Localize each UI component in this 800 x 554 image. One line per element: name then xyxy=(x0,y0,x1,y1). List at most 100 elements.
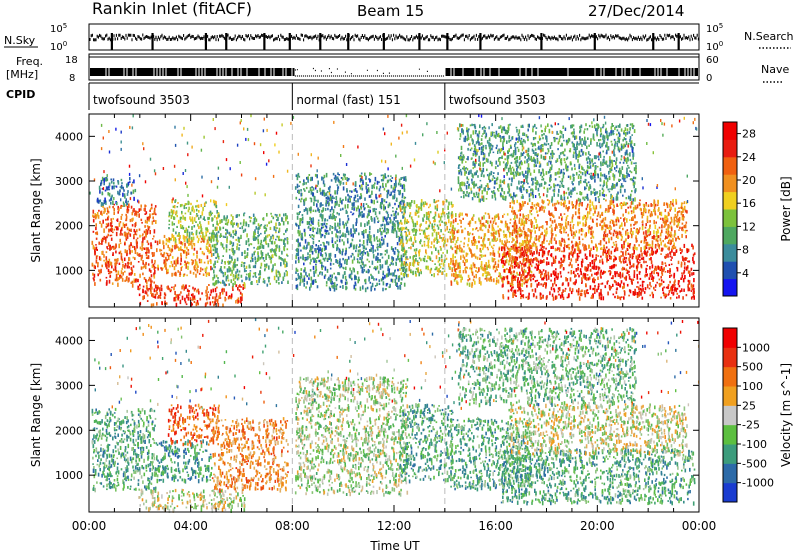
radar-cell xyxy=(487,264,490,268)
radar-cell xyxy=(673,281,676,286)
radar-cell xyxy=(384,249,387,253)
radar-cell xyxy=(671,202,674,206)
radar-cell xyxy=(439,216,442,221)
radar-cell xyxy=(622,227,624,231)
radar-cell xyxy=(616,216,618,221)
radar-cell xyxy=(453,264,456,268)
radar-cell xyxy=(515,222,517,226)
radar-cell xyxy=(205,266,208,270)
radar-cell xyxy=(418,261,420,264)
radar-cell xyxy=(403,266,406,270)
radar-cell xyxy=(241,279,243,283)
radar-cell xyxy=(139,246,142,250)
radar-cell xyxy=(141,234,144,237)
radar-cell xyxy=(219,227,222,231)
radar-cell xyxy=(667,293,670,295)
radar-cell xyxy=(103,182,105,186)
radar-cell xyxy=(341,200,343,205)
radar-cell xyxy=(401,211,403,214)
radar-cell xyxy=(443,200,445,205)
radar-cell xyxy=(503,244,506,249)
radar-cell xyxy=(138,287,140,291)
radar-cell xyxy=(687,270,690,274)
radar-cell xyxy=(277,276,280,281)
radar-cell xyxy=(236,246,238,251)
radar-cell xyxy=(113,203,115,206)
radar-cell xyxy=(490,245,493,248)
radar-cell xyxy=(394,269,396,272)
radar-cell xyxy=(353,256,356,261)
radar-cell xyxy=(168,255,170,257)
radar-cell xyxy=(446,238,449,243)
radar-cell xyxy=(254,256,256,261)
radar-cell xyxy=(168,247,171,252)
radar-cell xyxy=(300,192,302,197)
radar-cell xyxy=(673,234,676,238)
radar-cell xyxy=(208,272,210,277)
radar-cell xyxy=(343,267,345,270)
radar-cell xyxy=(232,261,235,266)
radar-cell xyxy=(576,253,579,258)
radar-cell xyxy=(514,219,517,223)
radar-cell xyxy=(538,239,540,243)
radar-cell xyxy=(414,222,417,228)
radar-cell xyxy=(364,278,367,284)
radar-cell xyxy=(539,259,542,264)
radar-cell xyxy=(94,247,96,250)
radar-cell xyxy=(171,248,174,252)
radar-cell xyxy=(265,256,267,260)
radar-cell xyxy=(336,190,339,195)
radar-cell xyxy=(354,283,357,287)
radar-cell xyxy=(600,296,602,301)
radar-cell xyxy=(468,282,471,287)
radar-cell xyxy=(514,244,517,247)
radar-cell xyxy=(278,271,281,276)
radar-cell xyxy=(561,250,563,253)
radar-cell xyxy=(517,273,519,276)
radar-cell xyxy=(499,228,501,231)
radar-cell xyxy=(208,217,210,220)
radar-cell xyxy=(574,211,577,216)
radar-cell xyxy=(208,249,211,254)
radar-cell xyxy=(216,299,219,304)
radar-cell xyxy=(378,258,380,262)
radar-cell xyxy=(369,194,372,198)
radar-cell xyxy=(126,252,128,257)
radar-cell xyxy=(138,208,141,212)
radar-cell xyxy=(399,227,402,231)
radar-cell xyxy=(380,174,383,177)
radar-cell xyxy=(97,214,100,219)
radar-cell xyxy=(585,276,588,281)
radar-cell xyxy=(483,267,485,272)
radar-cell xyxy=(526,254,528,257)
radar-cell xyxy=(394,247,397,250)
radar-cell xyxy=(609,272,611,276)
radar-cell xyxy=(122,263,124,268)
radar-cell xyxy=(619,203,621,206)
radar-cell xyxy=(497,229,500,233)
radar-cell xyxy=(398,201,401,207)
radar-cell xyxy=(648,277,651,280)
radar-cell xyxy=(584,219,587,223)
radar-cell xyxy=(646,274,648,277)
radar-cell xyxy=(368,220,370,225)
radar-cell xyxy=(507,248,510,250)
radar-cell xyxy=(614,272,617,278)
radar-cell xyxy=(214,226,217,231)
radar-cell xyxy=(319,271,322,273)
radar-cell xyxy=(166,286,168,289)
radar-cell xyxy=(365,185,368,190)
radar-cell xyxy=(395,258,398,261)
radar-cell xyxy=(99,189,101,194)
radar-cell xyxy=(462,254,465,258)
radar-cell xyxy=(338,179,340,184)
radar-cell xyxy=(106,259,108,264)
radar-cell xyxy=(636,292,639,295)
radar-cell xyxy=(471,240,473,244)
radar-cell xyxy=(399,257,401,262)
radar-cell xyxy=(404,217,406,221)
radar-cell xyxy=(377,229,379,233)
radar-cell xyxy=(331,200,333,204)
radar-cell xyxy=(581,282,583,284)
